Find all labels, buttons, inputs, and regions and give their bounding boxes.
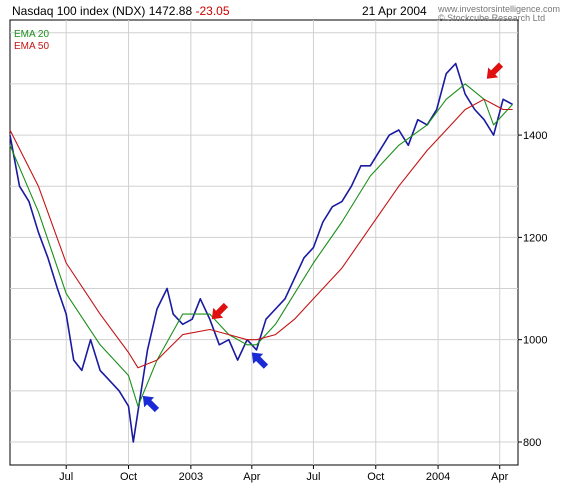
red-arrow xyxy=(211,302,229,320)
x-tick-label: Apr xyxy=(491,471,508,483)
arrow-shape xyxy=(251,352,269,369)
blue-arrow xyxy=(251,352,269,369)
plot-area xyxy=(9,19,519,466)
x-axis: Jul Oct 2003 Apr Jul Oct 2004 Apr xyxy=(59,465,509,483)
legend-ema50: EMA 50 xyxy=(14,41,50,52)
annotation-arrows xyxy=(142,62,504,413)
legend-ema20: EMA 20 xyxy=(14,29,50,40)
ema50-line xyxy=(9,98,513,369)
y-tick-label: 800 xyxy=(523,437,541,449)
x-tick-label: 2004 xyxy=(426,471,450,483)
credit-copyright: © Stockcube Research Ltd xyxy=(438,13,546,23)
ema20-line xyxy=(9,83,514,407)
index-name: Nasdaq 100 index (NDX) xyxy=(12,4,146,18)
arrow-shape xyxy=(142,395,160,413)
arrow-shape xyxy=(486,62,504,79)
credit-url: www.investorsintelligence.com xyxy=(438,4,561,14)
y-axis: 800 1000 1200 1400 xyxy=(518,130,547,449)
series-lines xyxy=(9,62,514,443)
arrow-shape xyxy=(211,302,229,320)
y-tick-label: 1400 xyxy=(523,130,547,142)
blue-arrow xyxy=(142,395,160,413)
x-tick-label: Oct xyxy=(367,471,384,483)
chart-title: Nasdaq 100 index (NDX) 1472.88 -23.05 xyxy=(12,4,230,18)
x-tick-label: 2003 xyxy=(179,471,203,483)
x-tick-label: Jul xyxy=(306,471,320,483)
change-value: -23.05 xyxy=(195,4,230,18)
x-tick-label: Oct xyxy=(120,471,137,483)
last-value: 1472.88 xyxy=(148,4,193,18)
chart-date: 21 Apr 2004 xyxy=(362,4,427,18)
y-tick-label: 1000 xyxy=(523,335,547,347)
x-tick-label: Apr xyxy=(243,471,260,483)
x-tick-label: Jul xyxy=(59,471,73,483)
red-arrow xyxy=(486,62,504,79)
y-tick-label: 1200 xyxy=(523,232,547,244)
grid-lines xyxy=(10,20,518,465)
